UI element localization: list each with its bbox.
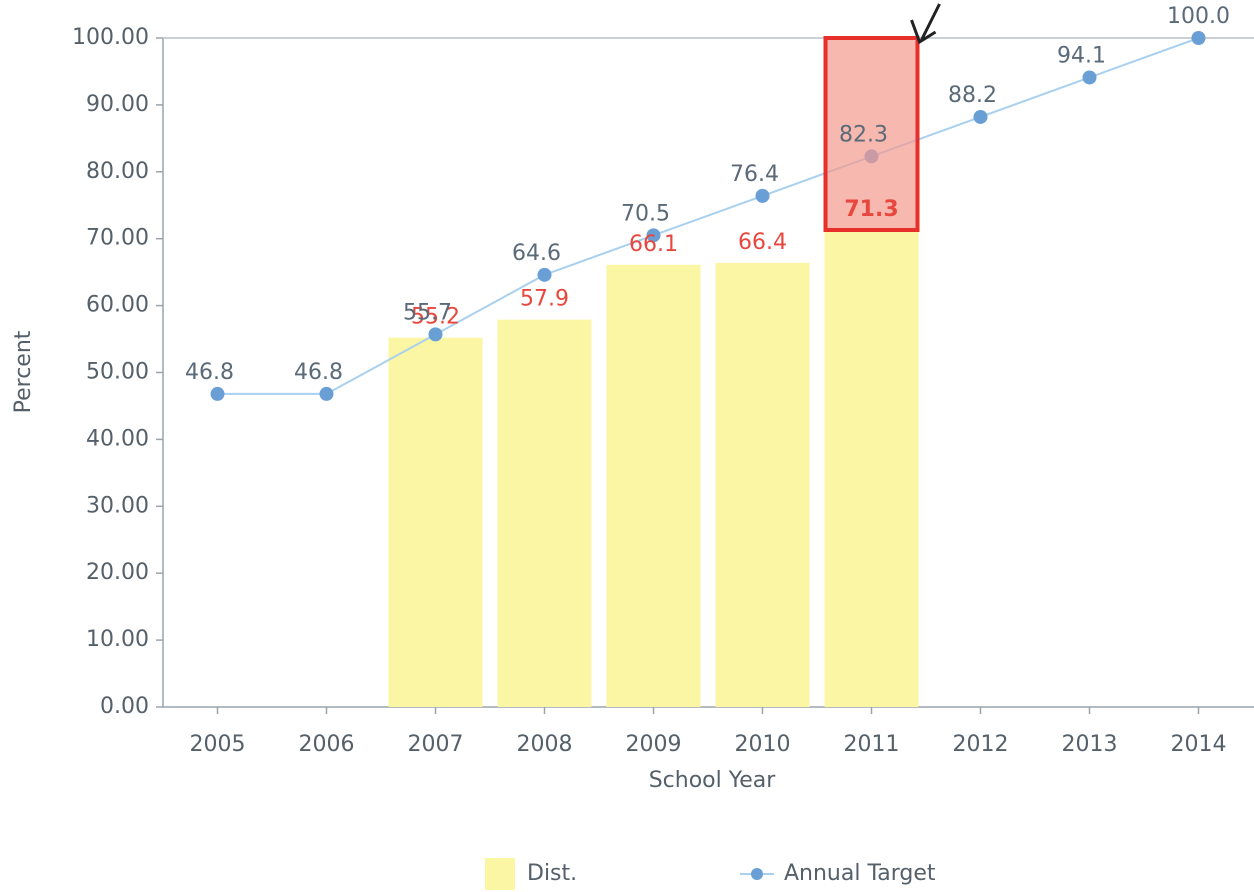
x-tick-label: 2013 [1062, 732, 1118, 757]
y-tick-label: 50.00 [86, 360, 149, 385]
bar [497, 319, 592, 707]
target-line [217, 37, 1199, 395]
target-marker [646, 228, 661, 243]
bar-value-label: 55.2 [411, 305, 460, 330]
target-value-label: 70.5 [621, 201, 670, 226]
bar [388, 337, 483, 707]
target-marker [537, 267, 552, 282]
y-tick-label: 90.00 [86, 92, 149, 117]
y-tick-label: 40.00 [86, 426, 149, 451]
y-tick-label: 30.00 [86, 493, 149, 518]
target-value-label: 94.1 [1057, 43, 1106, 68]
y-tick-label: 10.00 [86, 627, 149, 652]
y-tick-label: 60.00 [86, 293, 149, 318]
legend-marker [751, 868, 763, 880]
x-tick-label: 2008 [517, 732, 573, 757]
target-value-label: 76.4 [730, 162, 779, 187]
target-value-label: 82.3 [839, 122, 888, 147]
y-tick-label: 80.00 [86, 159, 149, 184]
legend-label: Annual Target [784, 861, 936, 886]
x-tick-label: 2012 [953, 732, 1009, 757]
x-tick-label: 2006 [299, 732, 355, 757]
target-value-label: 46.8 [185, 360, 234, 385]
x-tick-label: 2007 [408, 732, 464, 757]
target-value-label: 100.0 [1167, 4, 1230, 29]
bar [715, 262, 810, 707]
x-tick-label: 2009 [626, 732, 682, 757]
x-axis-label: School Year [649, 768, 777, 793]
highlight-box [823, 36, 920, 233]
bar-value-label: 57.9 [520, 287, 569, 312]
target-marker [1191, 31, 1206, 45]
y-tick-label: 0.00 [100, 694, 149, 719]
target-marker [755, 188, 770, 203]
x-tick-label: 2005 [190, 732, 246, 757]
target-value-label: 88.2 [948, 83, 997, 108]
target-marker [1082, 70, 1097, 85]
x-tick-label: 2011 [844, 732, 900, 757]
bar-value-label: 66.4 [738, 230, 787, 255]
pen-arrow [910, 3, 941, 45]
y-tick-label: 100.00 [72, 25, 149, 50]
target-marker [428, 327, 443, 342]
y-axis-label: Percent [11, 330, 36, 413]
bar [824, 230, 919, 708]
bar [606, 264, 701, 707]
y-tick-label: 70.00 [86, 226, 149, 251]
target-marker [973, 109, 988, 124]
x-tick-label: 2010 [735, 732, 791, 757]
target-value-label: 64.6 [512, 241, 561, 266]
target-value-label: 55.7 [403, 300, 452, 325]
target-marker [210, 386, 225, 401]
target-marker [319, 386, 334, 401]
legend-label: Dist. [527, 861, 577, 886]
target-value-label: 46.8 [294, 360, 343, 385]
y-tick-label: 20.00 [86, 560, 149, 585]
bar-value-label: 71.3 [844, 197, 898, 222]
legend-swatch [485, 858, 515, 890]
x-tick-label: 2014 [1171, 732, 1227, 757]
bar-value-label: 66.1 [629, 232, 678, 257]
